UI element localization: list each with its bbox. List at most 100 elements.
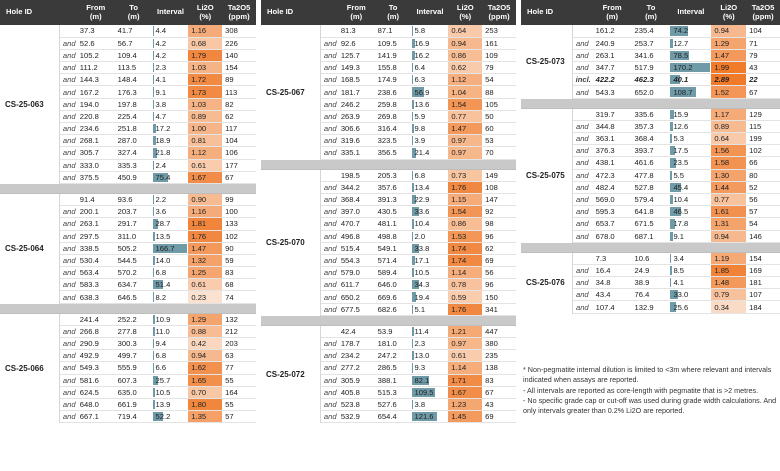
table-row: CS-25-064 91.4 93.6 2.2 0.90 99 [0,193,256,304]
to-value: 251.8 [114,122,153,136]
interval-value: 33.6 [411,205,449,219]
interval-bar [411,304,413,314]
from-value: 492.9 [76,349,115,363]
ta2o5-value: 149 [482,169,516,182]
to-value: 527.6 [374,398,412,412]
ta2o5-value: 99 [222,193,256,207]
li2o-value: 1.35 [188,410,223,424]
from-value: 532.9 [337,410,375,424]
interval-value: 46.5 [670,205,712,219]
from-value: 290.9 [76,337,115,351]
interval-value: 4.1 [670,276,712,290]
interval-bar [411,87,424,97]
ta2o5-value: 96 [482,278,516,292]
row-qualifier: and [572,288,593,302]
from-value: 595.3 [592,205,632,219]
interval-bar [670,121,674,131]
to-value: 300.3 [114,337,153,351]
ta2o5-value: 67 [222,171,256,184]
to-value: 499.7 [114,349,153,363]
row-qualifier: and [59,217,77,231]
interval-value: 9.3 [411,361,449,375]
table-row: and 376.3 393.7 17.5 1.56 102 [521,144,780,158]
row-qualifier: and [59,254,77,268]
row-qualifier [320,169,338,182]
interval-bar [411,412,438,422]
li2o-value: 1.17 [711,108,747,121]
interval-value: 3.8 [152,98,189,111]
interval-value: 3.8 [411,398,449,412]
li2o-value: 1.32 [188,254,223,268]
interval-bar [152,363,154,373]
interval-bar [670,170,672,180]
li2o-value: 1.47 [448,122,483,136]
to-value: 109.4 [114,49,153,63]
to-value: 498.8 [374,230,412,243]
interval-bar [152,219,159,229]
interval-value: 25.7 [152,374,189,387]
interval-value: 9.8 [411,122,449,136]
interval-bar [670,63,711,73]
results-table-right: Hole ID From (m) To (m) Interval Li2O (%) Ta2… [521,0,780,314]
interval-value: 2.3 [152,61,189,75]
to-value: 544.5 [114,254,153,268]
ta2o5-value: 89 [222,73,256,87]
row-qualifier [320,325,338,339]
interval-bar [670,302,677,312]
li2o-value: 1.16 [188,25,223,38]
interval-bar [411,375,429,385]
interval-bar [670,146,675,156]
li2o-value: 1.74 [448,242,483,255]
li2o-value: 2.89 [711,73,747,87]
row-qualifier: and [572,144,593,158]
table-row: and 595.3 641.8 46.5 1.61 57 [521,205,780,219]
ta2o5-value: 147 [482,193,516,207]
row-qualifier: and [320,205,338,219]
interval-value: 109.5 [411,386,449,399]
row-qualifier: and [59,266,77,280]
table-row: and 335.1 356.5 21.4 0.97 70 [261,146,516,160]
ta2o5-value: 226 [222,37,256,50]
to-value: 646.0 [374,278,412,292]
interval-bar [152,255,156,266]
from-value: 149.3 [337,61,375,75]
row-qualifier: and [59,278,77,292]
to-value: 661.9 [114,398,153,412]
interval-bar [670,87,696,97]
interval-bar [670,231,673,241]
row-qualifier: and [320,303,338,316]
interval-value: 6.8 [152,266,189,280]
li2o-value: 1.15 [448,193,483,207]
interval-bar [670,109,675,119]
li2o-value: 1.12 [188,146,223,160]
interval-bar [670,290,679,300]
interval-value: 5.1 [411,303,449,316]
from-value: 43.4 [592,288,632,302]
from-value: 178.7 [337,337,375,351]
interval-bar [411,387,435,397]
row-qualifier: and [320,349,338,363]
to-value: 391.3 [374,193,412,207]
ta2o5-value: 69 [482,410,516,424]
interval-bar [152,351,154,361]
row-qualifier [572,108,593,121]
interval-value: 13.6 [411,98,449,111]
li2o-value: 1.73 [188,85,223,99]
to-value: 148.4 [114,73,153,87]
ta2o5-value: 54 [746,217,780,231]
ta2o5-value: 132 [222,313,256,326]
from-value: 563.4 [76,266,115,280]
li2o-value: 1.81 [188,217,223,231]
row-qualifier: and [320,217,338,231]
to-value: 481.1 [374,217,412,231]
row-qualifier: and [320,361,338,375]
results-table-left: Hole ID From (m) To (m) Interval Li2O (%) Ta2… [0,0,256,424]
interval-value: 12.6 [670,120,712,134]
li2o-value: 1.67 [448,386,483,399]
results-table-middle: Hole ID From (m) To (m) Interval Li2O (%) Ta2… [261,0,516,424]
row-qualifier: and [59,122,77,136]
table-row: CS-25-073 161.2 235.4 74.2 0.94 104 [521,25,780,99]
from-value: 144.3 [76,73,115,87]
table-row: and 234.6 251.8 17.2 1.00 117 [0,122,256,136]
interval-value: 13.5 [152,230,189,243]
